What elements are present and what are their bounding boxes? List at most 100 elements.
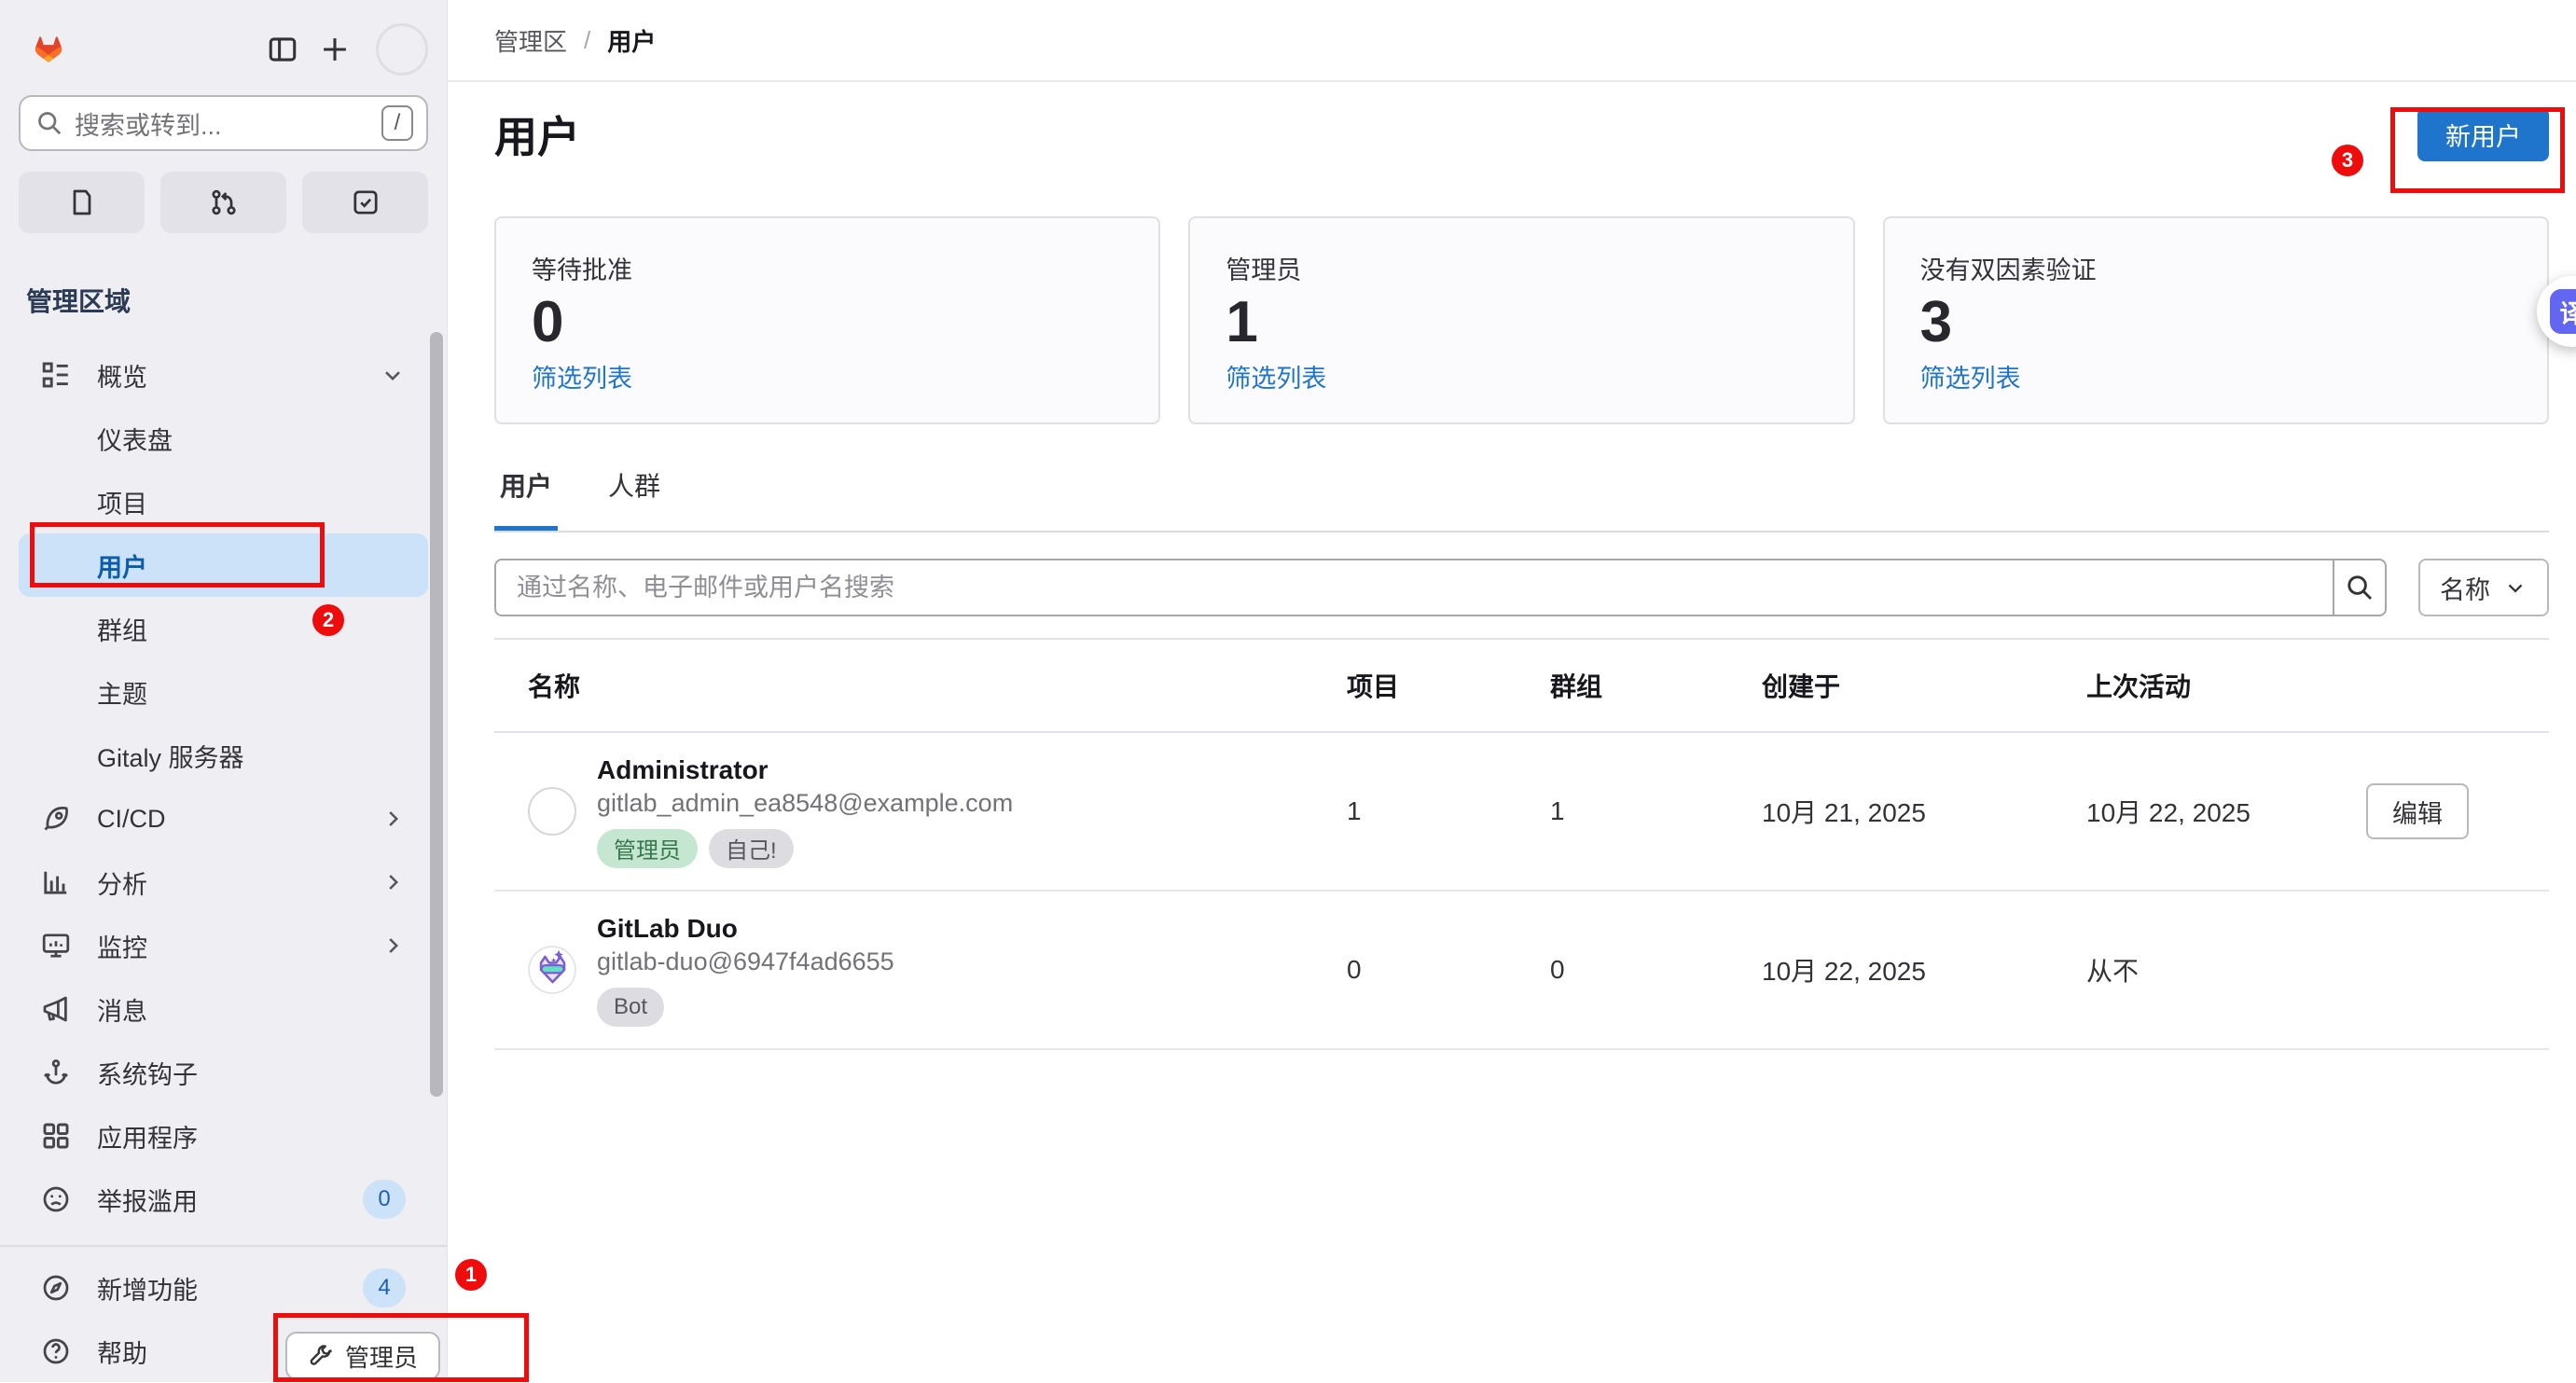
chevron-right-icon — [380, 806, 406, 832]
sidebar-item-label: 分析 — [97, 870, 147, 899]
sidebar-item-label: 举报滥用 — [97, 1187, 198, 1216]
last-activity-date: 从不 — [2086, 957, 2140, 986]
sidebar-item-label: Gitaly 服务器 — [97, 743, 244, 772]
compass-icon — [41, 1273, 71, 1303]
sort-label: 名称 — [2440, 575, 2490, 604]
edit-user-button[interactable]: 编辑 — [2366, 783, 2469, 839]
sidebar-item-cicd[interactable]: CI/CD — [19, 787, 428, 851]
sidebar-item-label: 系统钩子 — [97, 1060, 198, 1089]
created-date: 10月 22, 2025 — [1762, 957, 1926, 986]
chevron-down-icon — [380, 362, 406, 388]
sidebar-shortcuts — [19, 172, 428, 233]
merge-requests-shortcut-button[interactable] — [160, 172, 286, 233]
stat-label: 管理员 — [1226, 256, 1302, 284]
todos-shortcut-button[interactable] — [302, 172, 428, 233]
filter-list-link[interactable]: 筛选列表 — [1919, 365, 2021, 393]
sidebar-item-dashboard[interactable]: 仪表盘 — [19, 407, 428, 470]
status-badge: 自己! — [709, 828, 794, 868]
translate-icon: 译 — [2550, 289, 2576, 334]
global-search-input[interactable]: 搜索或转到... / — [19, 95, 428, 151]
sidebar-item-analytics[interactable]: 分析 — [19, 851, 428, 914]
overview-icon — [41, 360, 71, 390]
col-header-created: 创建于 — [1762, 672, 1841, 701]
sidebar-item-abuse-reports[interactable]: 举报滥用 0 — [19, 1168, 428, 1231]
sidebar-item-projects[interactable]: 项目 — [19, 470, 428, 533]
sidebar-scrollbar[interactable] — [430, 332, 443, 1097]
stat-label: 没有双因素验证 — [1919, 256, 2097, 284]
filter-list-link[interactable]: 筛选列表 — [532, 365, 632, 393]
chart-icon — [41, 867, 71, 897]
sidebar-item-messages[interactable]: 消息 — [19, 977, 428, 1041]
chevron-right-icon — [380, 933, 406, 959]
sidebar-item-overview[interactable]: 概览 — [19, 343, 428, 407]
breadcrumb-admin-link[interactable]: 管理区 — [494, 27, 568, 56]
sidebar-item-topics[interactable]: 主题 — [19, 660, 428, 724]
sidebar-item-whats-new[interactable]: 新增功能 4 — [19, 1256, 428, 1320]
user-search-button[interactable] — [2333, 559, 2387, 616]
page-title: 用户 — [494, 113, 580, 161]
tabs: 用户 人群 — [494, 466, 2549, 532]
issues-icon — [67, 187, 97, 217]
admin-mode-label: 管理员 — [345, 1343, 419, 1372]
sidebar-item-users[interactable]: 用户 — [19, 533, 428, 597]
breadcrumb: 管理区 / 用户 — [448, 0, 2576, 82]
breadcrumb-current: 用户 — [607, 27, 657, 56]
plus-icon[interactable] — [309, 23, 361, 76]
sidebar-item-system-hooks[interactable]: 系统钩子 — [19, 1041, 428, 1104]
issues-shortcut-button[interactable] — [19, 172, 145, 233]
sidebar-item-label: 应用程序 — [97, 1124, 198, 1153]
sidebar-context-title: 管理区域 — [26, 287, 132, 316]
megaphone-icon — [41, 994, 71, 1024]
new-user-button[interactable]: 新用户 — [2417, 107, 2549, 161]
todo-check-icon — [351, 187, 381, 217]
abuse-face-icon — [41, 1184, 71, 1214]
merge-request-icon — [209, 187, 239, 217]
user-email: gitlab_admin_ea8548@example.com — [597, 788, 1014, 817]
sidebar-item-groups[interactable]: 群组 — [19, 597, 428, 660]
sidebar-item-label: 帮助 — [97, 1339, 147, 1368]
breadcrumb-separator: / — [584, 25, 591, 54]
sort-dropdown[interactable]: 名称 — [2418, 559, 2549, 616]
tab-users[interactable]: 用户 — [494, 466, 559, 531]
stat-value: 1 — [1226, 290, 1258, 354]
status-badge: Bot — [597, 987, 665, 1027]
stat-label: 等待批准 — [532, 256, 632, 284]
last-activity-date: 10月 22, 2025 — [2086, 798, 2251, 827]
projects-count: 0 — [1347, 955, 1362, 984]
whats-new-badge: 4 — [363, 1268, 406, 1307]
sidebar-item-monitoring[interactable]: 监控 — [19, 914, 428, 977]
sidebar-item-label: 消息 — [97, 997, 147, 1026]
filter-list-link[interactable]: 筛选列表 — [1226, 365, 1327, 393]
col-header-last-activity: 上次活动 — [2086, 672, 2192, 701]
stat-value: 3 — [1919, 290, 1953, 354]
apps-grid-icon — [41, 1121, 71, 1151]
user-name-link[interactable]: GitLab Duo — [597, 913, 738, 943]
table-row: GitLab Duo gitlab-duo@6947f4ad6655 Bot 0… — [494, 892, 2549, 1050]
sidebar-item-label: 仪表盘 — [97, 426, 173, 455]
wrench-icon — [308, 1343, 334, 1369]
tab-cohorts[interactable]: 人群 — [608, 472, 661, 501]
admin-mode-button[interactable]: 管理员 — [285, 1332, 441, 1380]
sidebar-item-applications[interactable]: 应用程序 — [19, 1104, 428, 1168]
stat-card-without-2fa: 没有双因素验证 3 筛选列表 — [1882, 216, 2549, 424]
groups-count: 0 — [1550, 955, 1565, 984]
chevron-right-icon — [380, 869, 406, 895]
sidebar-item-label: 用户 — [97, 553, 147, 582]
sidebar-toggle-icon[interactable] — [256, 23, 309, 76]
user-avatar[interactable] — [376, 23, 428, 76]
gitlab-logo-icon[interactable] — [22, 23, 75, 76]
user-email: gitlab-duo@6947f4ad6655 — [597, 947, 894, 975]
user-search-input[interactable] — [494, 559, 2333, 616]
user-name-link[interactable]: Administrator — [597, 754, 769, 784]
sidebar-item-label: 监控 — [97, 934, 147, 962]
stat-value: 0 — [532, 290, 564, 354]
sidebar-item-label: 新增功能 — [97, 1276, 198, 1305]
sidebar-item-label: 主题 — [97, 680, 147, 709]
sidebar-item-label: 群组 — [97, 616, 147, 645]
rocket-icon — [41, 804, 71, 834]
sidebar-item-gitaly-servers[interactable]: Gitaly 服务器 — [19, 724, 428, 787]
stat-card-admins: 管理员 1 筛选列表 — [1188, 216, 1855, 424]
main-content: 管理区 / 用户 用户 新用户 等待批准 0 筛选列表 管理员 1 筛选列表 没… — [448, 0, 2576, 1382]
slash-key-hint: / — [381, 105, 413, 141]
sidebar-item-help[interactable]: 帮助 — [19, 1320, 428, 1383]
